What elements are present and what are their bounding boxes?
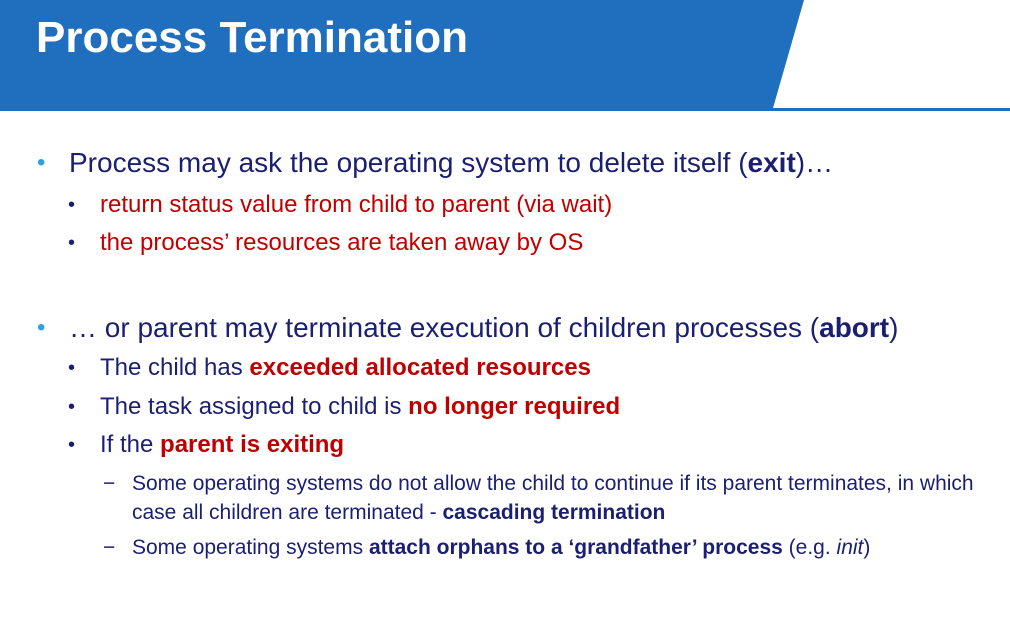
sub-bullet-text: the process’ resources are taken away by… [100,229,584,256]
keyword-attach-orphans: attach orphans to a ‘grandfather’ proces… [368,536,783,559]
emphasis-exceeded: exceeded allocated resources [249,354,591,381]
sub-bullet-marker: • [68,396,76,418]
header-underline [0,108,1010,111]
keyword-exit: exit [747,147,796,178]
bullet-text-part: )… [795,147,834,178]
emphasis-no-longer-required: no longer required [408,393,621,420]
header-blue-shape [0,0,804,108]
sub-sub-bullet-text: Some operating systems attach orphans to… [132,533,870,562]
header-band [0,0,1010,111]
sub-bullet-text: The task assigned to child is no longer … [100,393,620,421]
bullet-marker: • [37,149,46,176]
sub-bullet-text-part: The child has [100,354,250,381]
sub-sub-bullet-text-part: Some operating systems [132,536,369,559]
sub-bullet-text: return status value from child to parent… [100,191,613,218]
sub-bullet-marker: • [68,194,76,216]
dash-marker: − [103,536,116,559]
bullet-text-part: … or parent may terminate execution of c… [69,312,820,343]
bullet-text-part: ) [889,312,899,343]
sub-bullet-text-part: If the [100,431,161,458]
sub-sub-bullet-text-part: Some operating systems do not allow the … [132,472,974,524]
sub-bullet-marker: • [68,232,76,254]
bullet-marker: • [37,314,46,341]
sub-sub-bullet-text-part: ) [863,536,871,559]
keyword-cascading-termination: cascading termination [442,501,666,524]
dash-marker: − [103,472,116,495]
bullet-text: … or parent may terminate execution of c… [69,312,898,344]
keyword-abort: abort [819,312,890,343]
sub-bullet-marker: • [68,357,76,379]
sub-sub-bullet-text-part: (e.g. [782,536,837,559]
bullet-text: Process may ask the operating system to … [69,147,833,179]
keyword-init: init [836,536,864,559]
slide-title: Process Termination [36,13,468,62]
sub-bullet-text: If the parent is exiting [100,431,344,459]
sub-bullet-text: The child has exceeded allocated resourc… [100,354,591,382]
bullet-text-part: Process may ask the operating system to … [69,147,748,178]
sub-sub-bullet-text: Some operating systems do not allow the … [132,469,992,527]
sub-bullet-marker: • [68,434,76,456]
emphasis-parent-exiting: parent is exiting [160,431,345,458]
sub-bullet-text-part: The task assigned to child is [100,393,409,420]
